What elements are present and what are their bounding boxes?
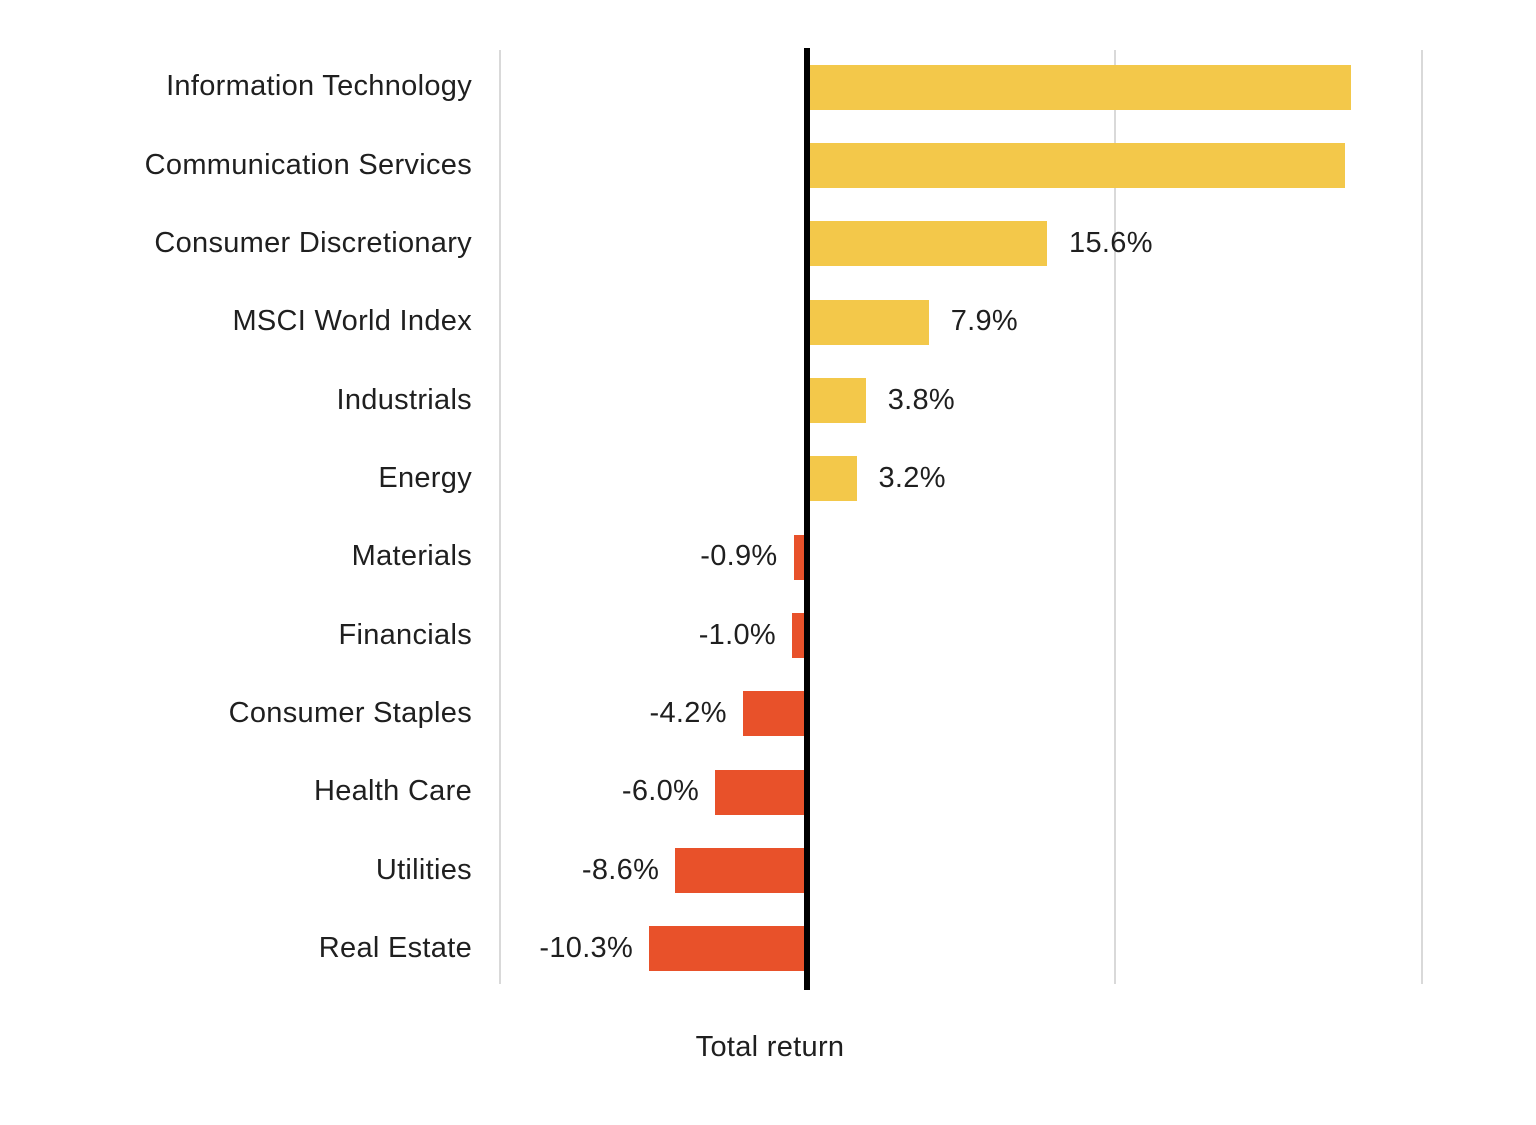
value-label: -10.3% xyxy=(539,931,634,964)
bar-negative xyxy=(649,926,808,972)
value-label: 7.9% xyxy=(950,304,1019,337)
value-label: -8.6% xyxy=(581,853,660,886)
x-axis-title: Total return xyxy=(695,1031,845,1063)
value-label: -6.0% xyxy=(621,774,700,807)
category-label: Financials xyxy=(338,618,472,651)
category-label: Information Technology xyxy=(166,69,472,102)
bar-positive xyxy=(807,378,866,423)
bar-negative xyxy=(793,534,808,580)
category-label: Energy xyxy=(378,461,472,494)
value-label: 3.2% xyxy=(878,461,946,494)
value-label: -1.0% xyxy=(698,618,776,651)
category-label: Materials xyxy=(351,539,472,572)
category-label: Consumer Discretionary xyxy=(154,226,472,259)
category-label: Health Care xyxy=(313,774,472,807)
bar-positive xyxy=(807,143,1346,188)
zero-axis-line xyxy=(804,48,811,990)
bar-positive xyxy=(807,64,1352,110)
category-label: MSCI World Index xyxy=(232,304,472,337)
bar-negative xyxy=(791,613,808,658)
value-label: 3.8% xyxy=(887,383,956,416)
gridline xyxy=(1421,50,1423,984)
gridline xyxy=(1113,50,1116,984)
value-label: -0.9% xyxy=(700,539,778,572)
category-label: Utilities xyxy=(375,853,472,886)
category-label: Industrials xyxy=(336,383,472,416)
bar-positive xyxy=(807,456,857,502)
value-label: -4.2% xyxy=(649,696,727,729)
category-label: Consumer Staples xyxy=(228,696,472,729)
category-label: Real Estate xyxy=(318,931,472,964)
gridline xyxy=(499,50,501,984)
bar-negative xyxy=(675,848,808,893)
bar-positive xyxy=(807,299,929,345)
value-label: 15.6% xyxy=(1069,226,1153,259)
bar-negative xyxy=(742,691,808,737)
bar-negative xyxy=(715,769,808,815)
bar-positive xyxy=(807,221,1048,267)
category-label: Communication Services xyxy=(144,148,472,181)
